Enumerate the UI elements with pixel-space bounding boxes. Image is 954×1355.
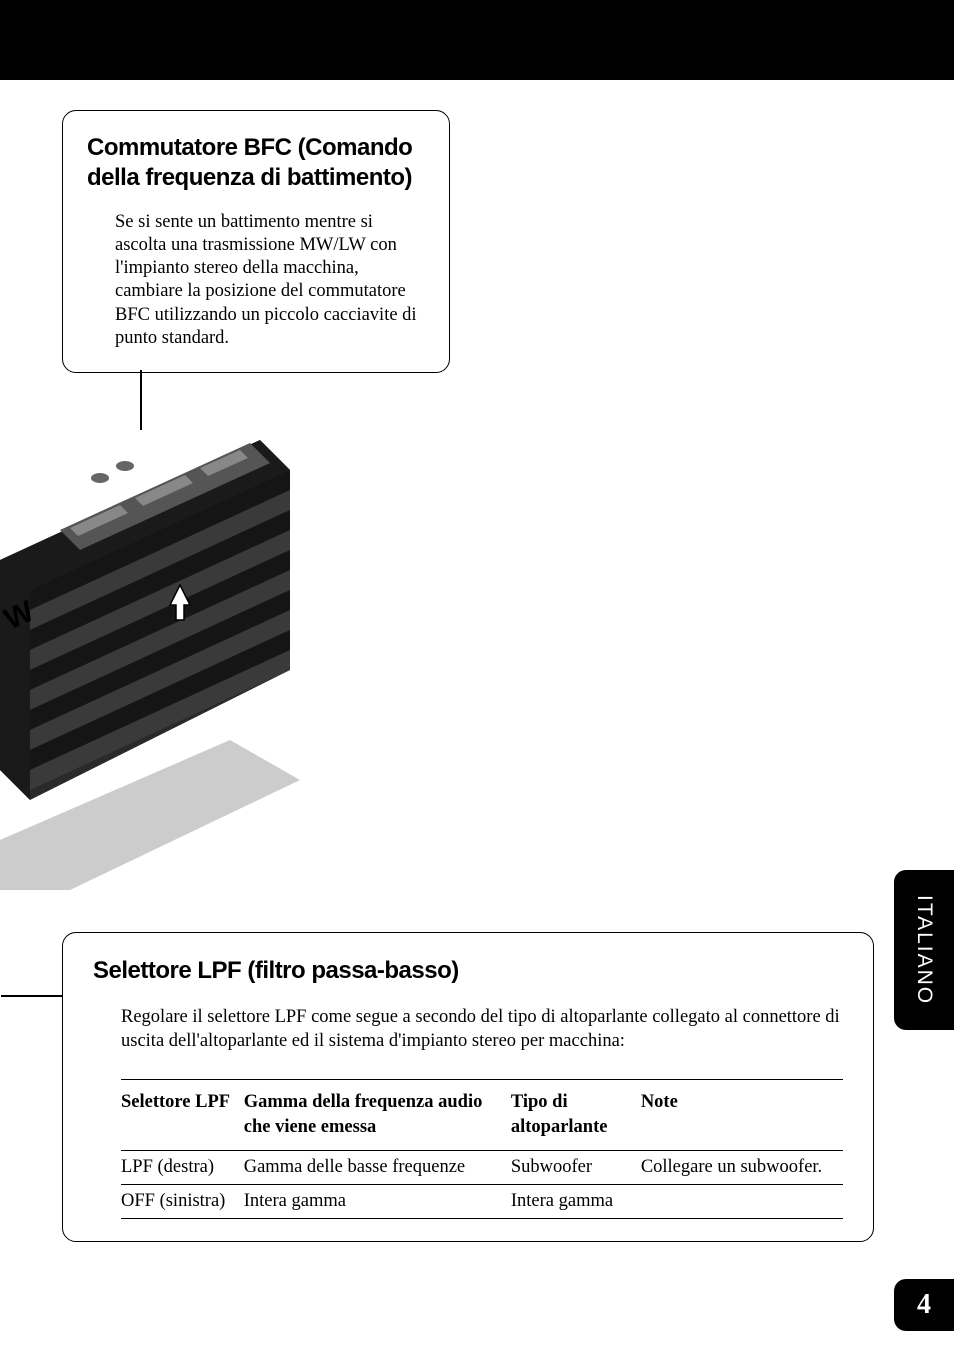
- language-tab-label: ITALIANO: [912, 895, 936, 1005]
- bfc-body-text: Se si sente un battimento mentre si asco…: [87, 211, 425, 350]
- cell: Intera gamma: [244, 1185, 511, 1219]
- col-selettore: Selettore LPF: [121, 1080, 244, 1151]
- col-gamma: Gamma della frequenza audio che viene em…: [244, 1080, 511, 1151]
- cell: Gamma delle basse frequenze: [244, 1151, 511, 1185]
- lpf-intro-text: Regolare il selettore LPF come segue a s…: [93, 1005, 843, 1053]
- bfc-callout-box: Commutatore BFC (Comando della frequenza…: [62, 110, 450, 373]
- cell: LPF (destra): [121, 1151, 244, 1185]
- page-number-badge: 4: [894, 1279, 954, 1331]
- lpf-title: Selettore LPF (filtro passa-basso): [93, 957, 843, 985]
- cell: [641, 1185, 843, 1219]
- cell: Collegare un subwoofer.: [641, 1151, 843, 1185]
- table-row: OFF (sinistra) Intera gamma Intera gamma: [121, 1185, 843, 1219]
- amplifier-illustration: W: [0, 410, 470, 890]
- language-tab: ITALIANO: [894, 870, 954, 1030]
- table-row: LPF (destra) Gamma delle basse frequenze…: [121, 1151, 843, 1185]
- cell: Subwoofer: [511, 1151, 641, 1185]
- bfc-title: Commutatore BFC (Comando della frequenza…: [87, 133, 425, 193]
- cell: Intera gamma: [511, 1185, 641, 1219]
- table-header-row: Selettore LPF Gamma della frequenza audi…: [121, 1080, 843, 1151]
- lpf-table: Selettore LPF Gamma della frequenza audi…: [121, 1079, 843, 1219]
- page-number: 4: [917, 1289, 931, 1321]
- col-tipo: Tipo di altoparlante: [511, 1080, 641, 1151]
- cell: OFF (sinistra): [121, 1185, 244, 1219]
- lpf-section-box: Selettore LPF (filtro passa-basso) Regol…: [62, 932, 874, 1242]
- header-black-bar: [0, 0, 954, 80]
- col-note: Note: [641, 1080, 843, 1151]
